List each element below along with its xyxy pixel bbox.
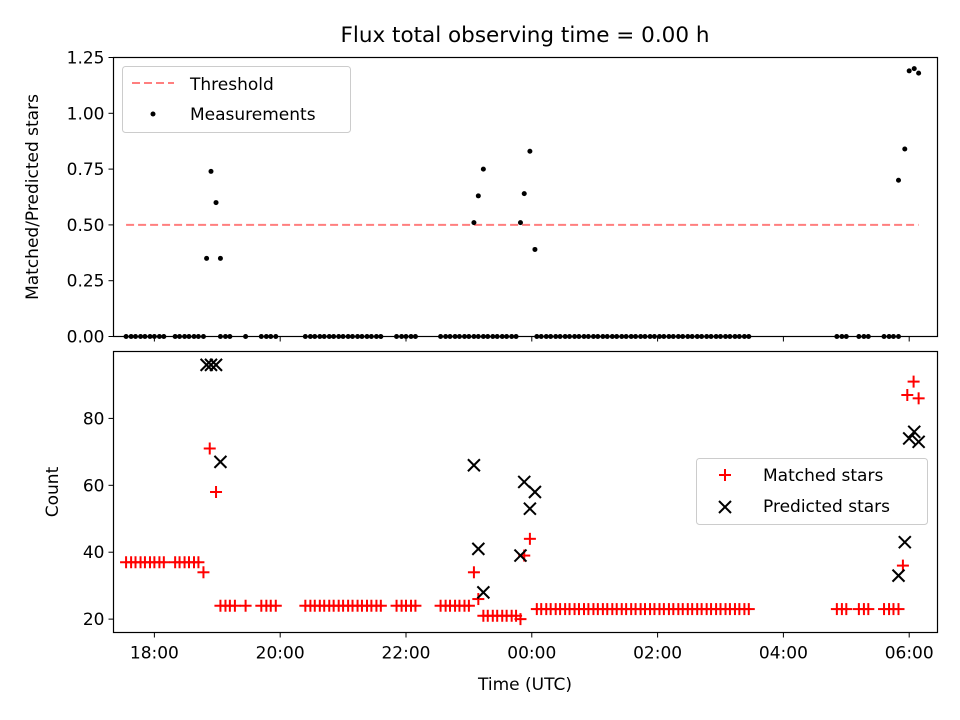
- matched-star-point: [467, 566, 480, 579]
- predicted-star-point: [517, 475, 531, 489]
- x-tick-label: 22:00: [381, 644, 430, 664]
- bottom-legend-box: [696, 458, 928, 525]
- top-y-tick-label: 0.50: [67, 216, 105, 236]
- x-tick-label: 20:00: [256, 644, 305, 664]
- matched-star-point: [269, 599, 282, 612]
- measurement-point: [475, 193, 481, 199]
- x-tick-label: 04:00: [759, 644, 808, 664]
- x-tick-label: 02:00: [633, 644, 682, 664]
- predicted-star-point: [513, 548, 528, 563]
- predicted-star-point: [902, 431, 916, 446]
- matched-star-point: [523, 532, 536, 545]
- predicted-star-point: [898, 535, 912, 549]
- top-legend-box: [122, 66, 351, 133]
- matched-star-point: [840, 603, 853, 616]
- matched-star-point: [742, 603, 755, 616]
- top-y-tick-label: 1.00: [67, 104, 105, 124]
- measurements-legend-swatch: [150, 111, 156, 117]
- predicted-star-point: [213, 455, 228, 469]
- predicted-star-point: [476, 585, 491, 600]
- measurements-legend-label: Measurements: [190, 105, 316, 125]
- top-y-axis-label: Matched/Predicted stars: [23, 94, 43, 300]
- predicted-star-point: [204, 358, 218, 372]
- matched-star-point: [907, 375, 920, 388]
- x-axis-label: Time (UTC): [477, 675, 572, 695]
- predicted-star-point: [209, 358, 223, 372]
- bottom-y-tick-label: 40: [83, 543, 105, 563]
- bottom-axes-frame: [112, 350, 939, 634]
- measurement-point: [521, 191, 527, 197]
- matched-star-point: [462, 599, 475, 612]
- predicted-star-point: [523, 502, 537, 516]
- measurement-point: [217, 255, 223, 261]
- measurement-point: [480, 166, 486, 172]
- matched-star-point: [228, 599, 241, 612]
- matched-star-point: [210, 486, 223, 498]
- measurement-point: [527, 148, 533, 154]
- x-tick-label: 06:00: [885, 644, 934, 664]
- measurement-point: [471, 220, 477, 226]
- predicted-star-point: [471, 542, 486, 556]
- threshold-legend-label: Threshold: [189, 75, 274, 95]
- top-y-tick-label: 0.25: [67, 272, 105, 292]
- matched-star-point: [157, 556, 170, 569]
- matched-star-point: [472, 593, 485, 606]
- top-axes-frame: [112, 56, 939, 338]
- measurement-point: [916, 70, 922, 76]
- measurement-point: [911, 66, 917, 72]
- predicted-star-point: [907, 425, 921, 439]
- bottom-plot-area: [120, 358, 926, 626]
- bottom-y-axis-label: Count: [43, 466, 63, 517]
- predicted-star-point: [911, 435, 926, 449]
- measurement-point: [896, 177, 902, 183]
- matched-star-point: [197, 566, 210, 579]
- top-y-tick-label: 0.75: [67, 160, 105, 180]
- measurement-point: [902, 146, 908, 152]
- x-tick-label: 00:00: [507, 644, 556, 664]
- matched-star-point: [374, 599, 387, 612]
- matched-legend-label: Matched stars: [763, 466, 883, 486]
- top-panel: Flux total observing time = 0.00 h 0.00 0…: [23, 23, 939, 348]
- matched-star-point: [409, 599, 422, 612]
- bottom-y-tick-label: 60: [83, 476, 105, 496]
- measurement-point: [204, 255, 210, 261]
- measurement-point: [906, 68, 912, 74]
- matched-star-point: [862, 603, 875, 616]
- measurement-point: [213, 200, 219, 206]
- predicted-star-point: [199, 358, 214, 372]
- x-tick-label: 18:00: [130, 644, 179, 664]
- bottom-legend: Matched stars Predicted stars: [696, 458, 928, 525]
- matched-star-point: [892, 603, 905, 616]
- predicted-star-point: [528, 485, 542, 499]
- matched-star-point: [901, 388, 914, 401]
- matched-star-point: [192, 556, 205, 569]
- bottom-y-tick-label: 80: [83, 409, 105, 429]
- top-legend: Threshold Measurements: [122, 66, 351, 133]
- predicted-legend-swatch: [718, 500, 732, 514]
- matched-legend-swatch: [719, 469, 731, 481]
- predicted-legend-label: Predicted stars: [763, 497, 890, 517]
- top-y-tick-label: 0.00: [67, 328, 105, 348]
- matched-star-point: [912, 392, 925, 405]
- predicted-star-point: [891, 568, 906, 583]
- matched-star-point: [239, 599, 252, 612]
- matched-star-point: [514, 613, 527, 626]
- top-plot-area: [123, 66, 922, 339]
- measurement-point: [532, 246, 538, 252]
- matched-star-point: [203, 442, 216, 455]
- predicted-star-point: [467, 458, 481, 472]
- top-y-tick-label: 1.25: [67, 49, 105, 69]
- bottom-panel: 20 40 60 80 18:00 20:00 22:00 00:00 02:00 04:00 06…: [43, 350, 939, 695]
- matched-star-point: [896, 559, 909, 572]
- chart-title: Flux total observing time = 0.00 h: [341, 23, 710, 48]
- measurement-point: [517, 220, 523, 226]
- bottom-y-tick-label: 20: [83, 610, 105, 630]
- measurement-point: [208, 168, 214, 174]
